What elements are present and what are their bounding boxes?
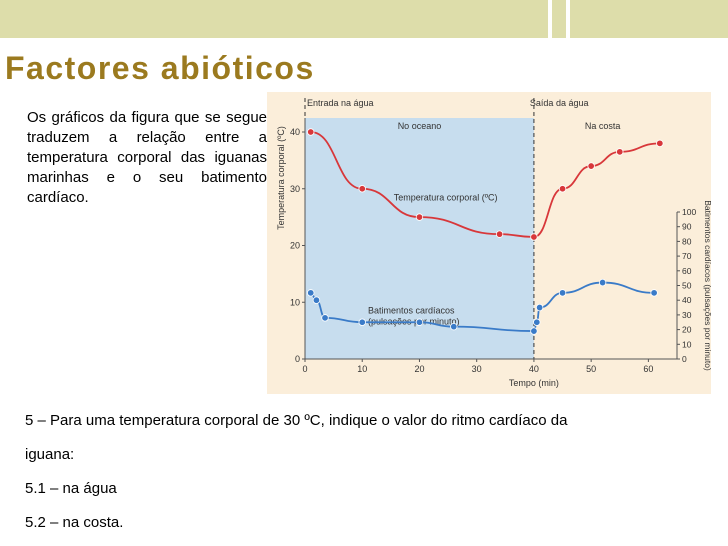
y-tick-label-right: 90 — [682, 222, 692, 232]
temperature-point — [656, 139, 664, 148]
heart-rate-point — [530, 327, 538, 335]
temperature-point — [415, 213, 424, 221]
header-bar-left — [0, 0, 548, 38]
questions: 5 – Para uma temperatura corporal de 30 … — [25, 404, 705, 540]
y-tick-label-right: 40 — [682, 295, 692, 305]
series-label-heart-rate-line-1: Batimentos cardíacos — [368, 305, 455, 315]
heart-rate-point — [533, 318, 541, 326]
y-tick-label-left: 10 — [290, 297, 300, 307]
question-5-line-1: 5 – Para uma temperatura corporal de 30 … — [25, 412, 568, 429]
y-tick-label-right: 20 — [682, 325, 692, 335]
y-tick-label-right: 10 — [682, 339, 692, 349]
y-tick-label-right: 80 — [682, 236, 692, 246]
slide-title: Factores abióticos — [5, 50, 315, 86]
temperature-point — [358, 185, 366, 193]
y-tick-label-left: 40 — [290, 127, 300, 137]
x-tick-label: 0 — [302, 364, 307, 374]
heart-rate-point — [535, 303, 544, 312]
series-label-temperature: Temperatura corporal (ºC) — [394, 192, 498, 202]
temperature-point — [495, 230, 504, 238]
y-tick-label-right: 100 — [682, 207, 696, 217]
heart-rate-point — [312, 296, 321, 304]
heart-rate-point — [358, 318, 366, 326]
ocean-label: No oceano — [398, 121, 442, 131]
header-gap — [0, 38, 728, 46]
y-tick-label-right: 60 — [682, 266, 692, 276]
y-tick-label-right: 50 — [682, 281, 692, 291]
question-5-2: 5.2 – na costa. — [25, 514, 124, 531]
temperature-point — [558, 185, 567, 193]
chart-svg: Entrada na água Saída da água No oceano Na … — [267, 92, 711, 394]
y-tick-label-right: 0 — [682, 354, 687, 364]
x-tick-label: 50 — [586, 364, 596, 374]
temperature-point — [587, 162, 595, 170]
heart-rate-point — [450, 322, 458, 331]
y-tick-label-right: 70 — [682, 251, 692, 261]
temperature-line — [310, 131, 660, 238]
header-bar-middle — [552, 0, 566, 38]
heart-rate-point — [321, 314, 329, 322]
heart-rate-point — [307, 289, 315, 297]
entry-label: Entrada na água — [307, 98, 374, 108]
y-tick-label-right: 30 — [682, 310, 692, 320]
y-tick-label-left: 20 — [290, 241, 300, 251]
exit-label: Saída da água — [530, 98, 589, 108]
x-tick-label: 20 — [414, 364, 424, 374]
x-axis-title: Tempo (min) — [509, 378, 559, 388]
x-tick-label: 40 — [529, 364, 539, 374]
y-axis-title-right: Batimentos cardíacos (pulsações por minu… — [703, 200, 711, 371]
question-5-line-2: iguana: — [25, 446, 75, 463]
question-5-1: 5.1 – na água — [25, 480, 117, 497]
x-tick-label: 10 — [357, 364, 367, 374]
temperature-point — [530, 233, 538, 241]
chart: Entrada na água Saída da água No oceano Na … — [267, 92, 711, 394]
heart-rate-point — [650, 289, 658, 297]
coast-label: Na costa — [585, 121, 621, 131]
heart-rate-point — [598, 278, 607, 287]
y-tick-label-left: 0 — [295, 354, 300, 364]
header-bar-right — [570, 0, 728, 38]
intro-text: Os gráficos da figura que se segue tradu… — [27, 109, 267, 206]
heart-rate-point — [558, 289, 567, 297]
temperature-point — [616, 148, 624, 156]
temperature-point — [307, 128, 315, 136]
x-tick-label: 30 — [472, 364, 482, 374]
heart-rate-point — [415, 318, 424, 326]
y-axis-title-left: Temperatura corporal (ºC) — [276, 126, 286, 230]
x-tick-label: 60 — [643, 364, 653, 374]
y-tick-label-left: 30 — [290, 184, 300, 194]
